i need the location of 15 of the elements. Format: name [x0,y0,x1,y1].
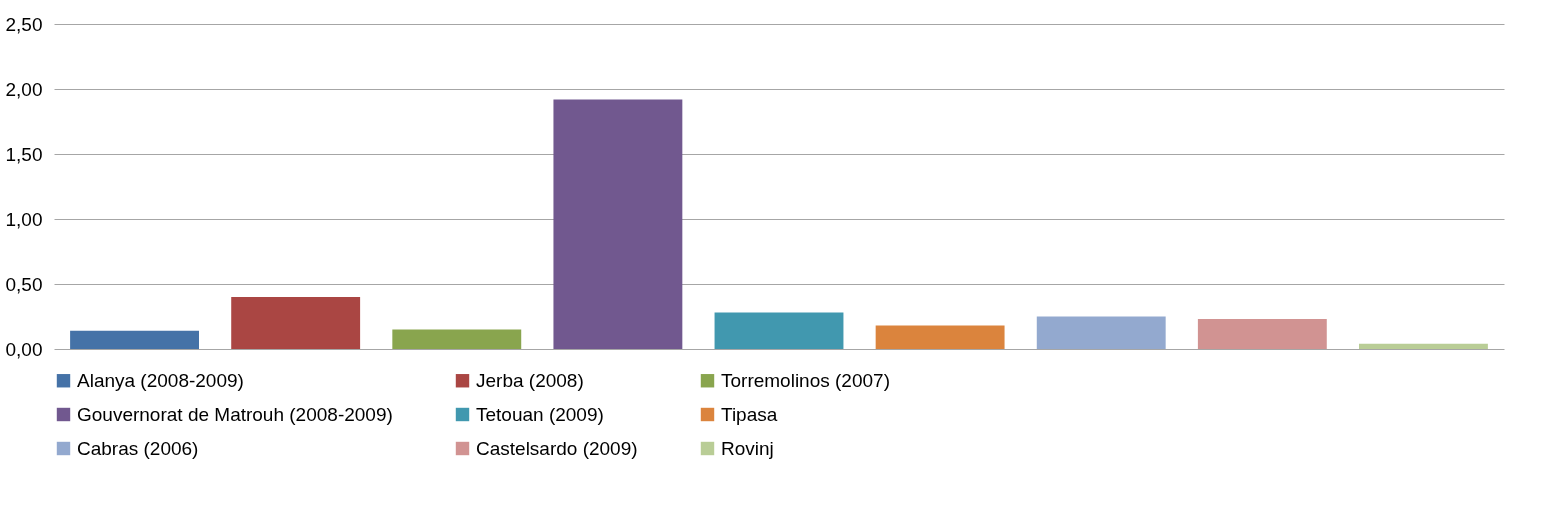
y-tick-label: 2,50 [5,13,43,35]
y-tick-label: 2,00 [5,78,43,100]
legend-label: Tetouan (2009) [476,403,604,425]
y-tick-label: 0,00 [5,338,43,360]
legend-label: Jerba (2008) [476,369,584,391]
legend-label: Castelsardo (2009) [476,437,638,459]
legend-label: Gouvernorat de Matrouh (2008-2009) [77,403,393,425]
legend-label: Torremolinos (2007) [721,369,890,391]
y-tick-label: 1,00 [5,208,43,230]
legend-label: Alanya (2008-2009) [77,369,244,391]
legend-label: Cabras (2006) [77,437,199,459]
y-tick-label: 1,50 [5,143,43,165]
legend-label: Rovinj [721,437,774,459]
y-tick-label: 0,50 [5,273,43,295]
legend-label: Tipasa [721,403,778,425]
